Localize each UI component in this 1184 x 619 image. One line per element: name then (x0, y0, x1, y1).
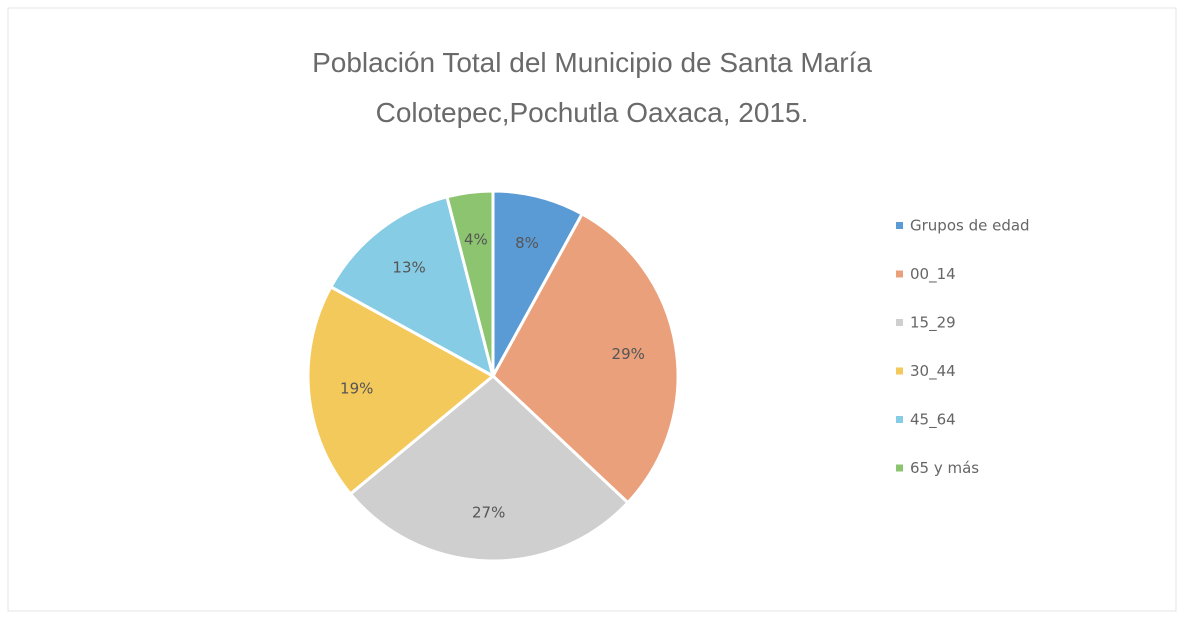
legend-swatch (896, 367, 903, 375)
legend-label: 00_14 (910, 265, 956, 284)
legend-label: Grupos de edad (910, 217, 1030, 235)
legend-swatch (896, 416, 903, 423)
chart-title: Población Total del Municipio de Santa M… (312, 47, 872, 128)
data-label: 8% (515, 234, 539, 252)
legend-label: 45_64 (910, 411, 956, 430)
legend-swatch (896, 270, 903, 278)
pie-slice (445, 189, 495, 377)
pie-slice (348, 374, 630, 563)
pie-slice (491, 189, 585, 377)
data-label: 19% (340, 379, 373, 397)
legend-swatch (896, 319, 903, 326)
pie-slice (491, 211, 680, 505)
legend-label: 65 y más (910, 459, 979, 477)
legend-swatch (896, 464, 903, 472)
data-label: 13% (392, 258, 425, 276)
legend-swatch (896, 222, 903, 229)
pie-slice (306, 284, 496, 497)
data-label: 4% (464, 231, 488, 249)
data-label: 29% (612, 345, 645, 363)
pie-slice (328, 194, 496, 379)
data-label: 27% (472, 503, 505, 521)
legend-label: 30_44 (910, 362, 956, 381)
legend-label: 15_29 (910, 314, 956, 333)
